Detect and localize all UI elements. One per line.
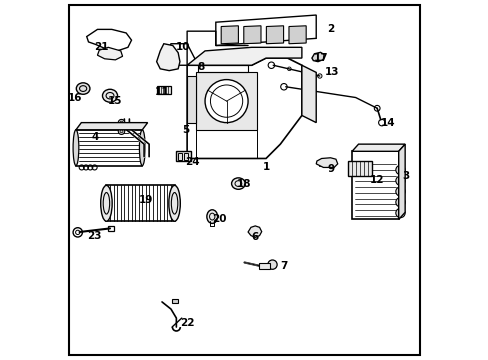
Text: 5: 5 <box>182 125 188 135</box>
Text: 9: 9 <box>326 164 333 174</box>
Text: 23: 23 <box>86 231 101 240</box>
Bar <box>107 226 114 230</box>
Polygon shape <box>86 30 131 51</box>
Bar <box>156 86 171 94</box>
Circle shape <box>118 120 124 126</box>
Polygon shape <box>156 44 180 71</box>
Bar <box>176 151 190 161</box>
Text: 22: 22 <box>180 319 194 328</box>
Circle shape <box>395 176 405 185</box>
Bar <box>258 263 269 269</box>
Ellipse shape <box>101 185 112 221</box>
Text: 14: 14 <box>380 118 394 128</box>
Text: 19: 19 <box>139 195 153 205</box>
Text: 1: 1 <box>262 162 269 172</box>
Polygon shape <box>247 226 261 237</box>
Text: 12: 12 <box>369 175 384 185</box>
Polygon shape <box>187 47 301 65</box>
Ellipse shape <box>231 178 244 189</box>
Ellipse shape <box>168 185 180 221</box>
Circle shape <box>118 128 124 134</box>
Bar <box>196 72 257 130</box>
Polygon shape <box>398 144 405 220</box>
Text: 10: 10 <box>176 42 190 52</box>
Circle shape <box>204 80 247 123</box>
Polygon shape <box>221 26 238 44</box>
Polygon shape <box>76 130 142 166</box>
Text: 13: 13 <box>325 67 339 77</box>
Text: 7: 7 <box>280 261 287 271</box>
Polygon shape <box>266 26 283 44</box>
Bar <box>183 153 187 159</box>
Text: 20: 20 <box>212 215 226 224</box>
Bar <box>178 153 182 159</box>
Bar <box>326 161 333 166</box>
Circle shape <box>395 198 405 207</box>
Ellipse shape <box>139 130 145 166</box>
Polygon shape <box>288 26 305 44</box>
Polygon shape <box>244 26 261 44</box>
Text: 21: 21 <box>94 42 108 52</box>
Text: 18: 18 <box>237 179 251 189</box>
Circle shape <box>118 124 124 130</box>
Text: 2: 2 <box>326 24 333 35</box>
Polygon shape <box>97 47 122 60</box>
Polygon shape <box>351 144 405 151</box>
Text: 15: 15 <box>108 96 122 106</box>
Bar <box>172 299 178 303</box>
Text: 6: 6 <box>251 232 258 242</box>
Bar <box>187 76 196 123</box>
Polygon shape <box>187 58 301 158</box>
Circle shape <box>267 260 277 269</box>
Bar <box>319 161 325 166</box>
Circle shape <box>395 208 405 218</box>
Polygon shape <box>316 158 337 167</box>
Polygon shape <box>301 65 316 123</box>
Polygon shape <box>165 44 187 65</box>
Ellipse shape <box>73 130 79 166</box>
Bar <box>106 185 174 221</box>
Text: 17: 17 <box>314 53 328 63</box>
Circle shape <box>395 165 405 175</box>
Ellipse shape <box>206 210 217 224</box>
Polygon shape <box>76 123 147 130</box>
Circle shape <box>395 187 405 196</box>
Bar <box>351 151 398 220</box>
Ellipse shape <box>102 89 117 102</box>
Text: 4: 4 <box>92 132 99 142</box>
Polygon shape <box>215 15 316 45</box>
Ellipse shape <box>76 83 90 94</box>
Text: 8: 8 <box>198 62 204 72</box>
Text: 16: 16 <box>68 93 82 103</box>
Bar <box>348 161 371 176</box>
Polygon shape <box>311 52 324 62</box>
Text: 24: 24 <box>185 157 200 167</box>
Text: 3: 3 <box>402 171 408 181</box>
Text: 11: 11 <box>155 87 169 97</box>
Bar <box>198 64 247 72</box>
